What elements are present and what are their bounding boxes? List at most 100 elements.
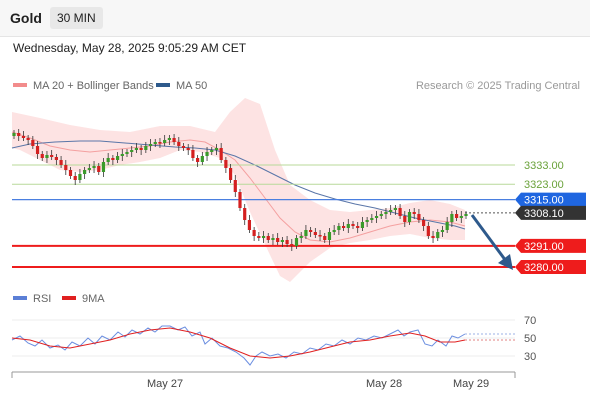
- price-label-3333-00: 3333.00: [524, 160, 564, 172]
- x-label-may27: May 27: [147, 378, 183, 390]
- candle-body: [205, 152, 209, 156]
- candle-body: [219, 148, 223, 160]
- candle-body: [158, 142, 162, 144]
- candle-body: [431, 236, 435, 238]
- candle-body: [224, 160, 228, 168]
- candle-body: [393, 208, 397, 210]
- forecast-arrow: [470, 214, 508, 262]
- candle-body: [163, 140, 167, 143]
- candle-body: [294, 238, 299, 246]
- candle-body: [111, 158, 115, 160]
- price-tag-last: [515, 205, 586, 220]
- candle-body: [214, 148, 219, 150]
- candle-body: [370, 218, 374, 220]
- candle-body: [73, 176, 77, 180]
- candle-body: [426, 226, 430, 236]
- legend-swatch-9ma: [62, 296, 76, 301]
- candle-body: [181, 146, 186, 148]
- rsi-tick-50: 50: [524, 333, 536, 345]
- candle-body: [422, 220, 426, 226]
- candle-body: [148, 144, 153, 146]
- rsi-tick-70: 70: [524, 315, 536, 327]
- ma20-line: [11, 131, 466, 243]
- candle-body: [379, 214, 383, 216]
- price-tag-support: [515, 238, 586, 253]
- chart-datetime: Wednesday, May 28, 2025 9:05:29 AM CET: [13, 41, 247, 55]
- candle-body: [120, 154, 124, 156]
- candle-body: [31, 140, 35, 146]
- legend-swatch-ma50: [156, 83, 170, 88]
- candle-body: [59, 160, 63, 165]
- candle-body: [21, 136, 26, 138]
- candle-body: [304, 230, 308, 236]
- candle-body: [318, 235, 322, 237]
- candle-body: [210, 150, 214, 152]
- candle-body: [266, 236, 270, 240]
- candle-body: [247, 220, 252, 230]
- legend-rsi: RSI: [13, 293, 51, 305]
- candle-body: [200, 156, 204, 162]
- candle-body: [64, 165, 68, 170]
- legend-bb-label: MA 20 + Bollinger Bands: [33, 80, 154, 92]
- candle-body: [450, 214, 454, 222]
- rsi-ma9-line: [11, 327, 466, 359]
- candle-body: [45, 155, 49, 158]
- candle-body: [459, 216, 463, 218]
- candle-body: [196, 158, 200, 162]
- legend-ma50-label: MA 50: [176, 80, 208, 92]
- candle-body: [243, 208, 247, 220]
- candle-body: [407, 212, 412, 222]
- candle-body: [374, 216, 379, 218]
- price-label-3280-00: 3280.00: [524, 262, 564, 274]
- candle-body: [228, 168, 233, 180]
- candle-body: [139, 148, 143, 150]
- candle-body: [97, 166, 101, 172]
- rsi-tick-30: 30: [524, 351, 536, 363]
- candle-body: [153, 142, 157, 144]
- candle-body: [233, 180, 237, 192]
- candle-body: [134, 148, 139, 150]
- candle-body: [191, 150, 195, 158]
- candle-body: [313, 232, 317, 235]
- candle-body: [299, 236, 303, 238]
- candle-body: [17, 133, 21, 136]
- candle-body: [365, 220, 369, 222]
- candle-body: [290, 244, 294, 246]
- candle-body: [54, 157, 58, 160]
- price-tag-support: [515, 260, 586, 274]
- candle-body: [26, 138, 30, 140]
- candle-body: [78, 174, 82, 180]
- candle-body: [440, 230, 445, 232]
- candle-body: [130, 150, 134, 152]
- candle-body: [403, 216, 407, 222]
- legend-swatch-bb: [13, 83, 27, 88]
- chart-header: Gold 30 MIN: [0, 0, 590, 37]
- candle-body: [412, 212, 416, 214]
- candle-body: [327, 232, 332, 240]
- candle-body: [257, 236, 261, 238]
- forecast-arrowhead: [498, 254, 513, 270]
- legend-ma50: MA 50: [156, 80, 207, 92]
- candle-body: [332, 230, 336, 232]
- candle-body: [125, 152, 129, 154]
- legend-bollinger: MA 20 + Bollinger Bands: [13, 80, 154, 92]
- rsi-line: [11, 325, 466, 366]
- timeframe-badge[interactable]: 30 MIN: [50, 7, 103, 29]
- candle-body: [360, 222, 365, 228]
- candle-body: [68, 170, 73, 176]
- x-label-may29: May 29: [453, 378, 489, 390]
- price-label-3308-10: 3308.10: [524, 208, 564, 220]
- price-label-3315-00: 3315.00: [524, 195, 564, 207]
- candle-body: [276, 238, 280, 242]
- price-label-3323-00: 3323.00: [524, 179, 564, 191]
- price-tag-pivot: [515, 192, 586, 207]
- candle-body: [341, 226, 346, 228]
- candle-body: [309, 230, 313, 232]
- candle-body: [389, 210, 393, 212]
- candle-body: [285, 240, 289, 244]
- candle-body: [144, 146, 148, 150]
- copyright-text: Research © 2025 Trading Central: [415, 80, 580, 92]
- candle-body: [261, 236, 266, 238]
- candle-body: [12, 133, 16, 136]
